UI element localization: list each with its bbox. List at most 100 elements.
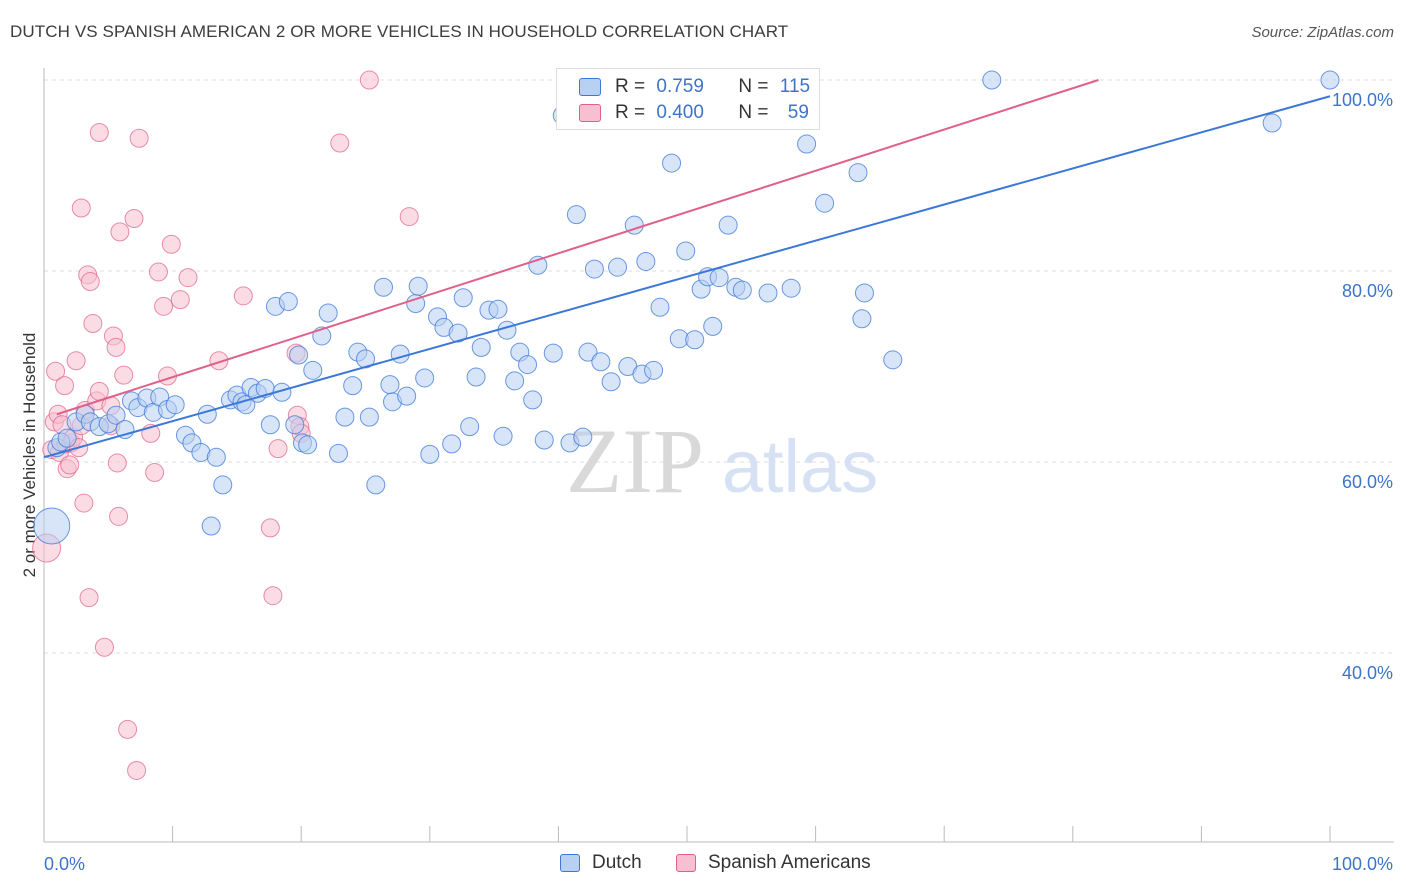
legend-item-dutch: Dutch [560, 852, 642, 874]
point-dutch [758, 283, 778, 303]
y-tick-label: 60.0% [1342, 472, 1393, 492]
point-dutch [1320, 70, 1340, 90]
point-dutch [380, 375, 400, 395]
point-dutch [260, 415, 280, 435]
stats-legend: R = 0.759 N = 115 R = 0.400 N = 59 [556, 68, 820, 130]
watermark-zip: ZIP [566, 410, 704, 512]
point-dutch [781, 278, 801, 298]
point-dutch [335, 407, 355, 427]
point-spanish [330, 133, 350, 153]
point-dutch [636, 251, 656, 271]
point-dutch [505, 371, 525, 391]
point-dutch [420, 444, 440, 464]
point-dutch [343, 376, 363, 396]
point-spanish [233, 286, 253, 306]
point-dutch [374, 277, 394, 297]
point-dutch [415, 368, 435, 388]
y-tick-label: 80.0% [1342, 281, 1393, 301]
point-spanish [124, 208, 144, 228]
legend-item-spanish-label: Spanish Americans [708, 852, 871, 873]
source-label: Source: ZipAtlas.com [1251, 24, 1394, 41]
legend-spanish-n-value: 59 [787, 102, 809, 123]
point-spanish [79, 588, 99, 608]
watermark: ZIP atlas [566, 410, 878, 512]
point-dutch [33, 507, 71, 545]
point-spanish [263, 586, 283, 606]
point-dutch [573, 427, 593, 447]
point-dutch [662, 153, 682, 173]
point-dutch [57, 428, 77, 448]
point-dutch [493, 426, 513, 446]
legend-dutch-n-value: 115 [779, 76, 811, 97]
point-dutch [390, 344, 410, 364]
point-dutch [566, 205, 586, 225]
legend-row-dutch: R = 0.759 N = 115 [579, 74, 810, 100]
point-spanish [106, 337, 126, 357]
point-dutch [523, 390, 543, 410]
point-spanish [154, 296, 174, 316]
point-dutch [165, 395, 185, 415]
point-dutch [591, 352, 611, 372]
legend-item-spanish-swatch [676, 854, 696, 872]
point-spanish [60, 455, 80, 475]
trendline-spanish [56, 79, 1099, 416]
point-dutch [285, 415, 305, 435]
point-dutch [359, 407, 379, 427]
point-spanish [80, 272, 100, 292]
point-dutch [848, 163, 868, 183]
point-dutch [543, 343, 563, 363]
point-spanish [260, 518, 280, 538]
point-spanish [359, 70, 379, 90]
point-spanish [55, 376, 75, 396]
legend-dutch-n-label: N = [738, 76, 769, 97]
point-dutch [608, 257, 628, 277]
point-spanish [170, 290, 190, 310]
point-dutch [408, 276, 428, 296]
point-dutch [460, 417, 480, 437]
point-dutch [644, 360, 664, 380]
point-spanish [118, 719, 138, 739]
x-tick-label: 100.0% [1332, 854, 1393, 874]
trendline-dutch [43, 95, 1331, 459]
point-dutch [303, 360, 323, 380]
watermark-atlas: atlas [722, 425, 878, 508]
legend-dutch-r-label: R = [615, 76, 646, 97]
point-dutch [397, 386, 417, 406]
point-dutch [366, 475, 386, 495]
trend-lines [43, 79, 1331, 459]
chart-title: DUTCH VS SPANISH AMERICAN 2 OR MORE VEHI… [10, 22, 789, 41]
point-dutch [318, 303, 338, 323]
point-dutch [466, 367, 486, 387]
point-spanish [109, 506, 129, 526]
point-spanish [129, 128, 149, 148]
point-spanish [145, 463, 165, 483]
legend-dutch-r-value: 0.759 [656, 76, 704, 97]
point-spanish [83, 314, 103, 334]
legend-swatch-spanish [579, 104, 601, 122]
legend-spanish-r-value: 0.400 [656, 102, 704, 123]
point-dutch [471, 337, 491, 357]
point-dutch [854, 283, 874, 303]
point-dutch [578, 342, 598, 362]
point-spanish [178, 268, 198, 288]
point-spanish [71, 198, 91, 218]
point-spanish [114, 365, 134, 385]
point-dutch [883, 350, 903, 370]
point-spanish [399, 207, 419, 227]
point-spanish [89, 123, 109, 143]
point-spanish [107, 453, 127, 473]
axes [43, 68, 1394, 843]
point-dutch [797, 134, 817, 154]
point-dutch [982, 70, 1002, 90]
legend-item-dutch-swatch [560, 854, 580, 872]
point-dutch [518, 355, 538, 375]
point-dutch [703, 316, 723, 336]
point-dutch [448, 323, 468, 343]
point-dutch [685, 330, 705, 350]
y-tick-label: 40.0% [1342, 663, 1393, 683]
point-dutch [584, 259, 604, 279]
tick-labels: 40.0% 60.0% 80.0% 100.0% 0.0% 100.0% [44, 90, 1393, 874]
point-dutch [278, 292, 298, 312]
point-spanish [161, 234, 181, 254]
